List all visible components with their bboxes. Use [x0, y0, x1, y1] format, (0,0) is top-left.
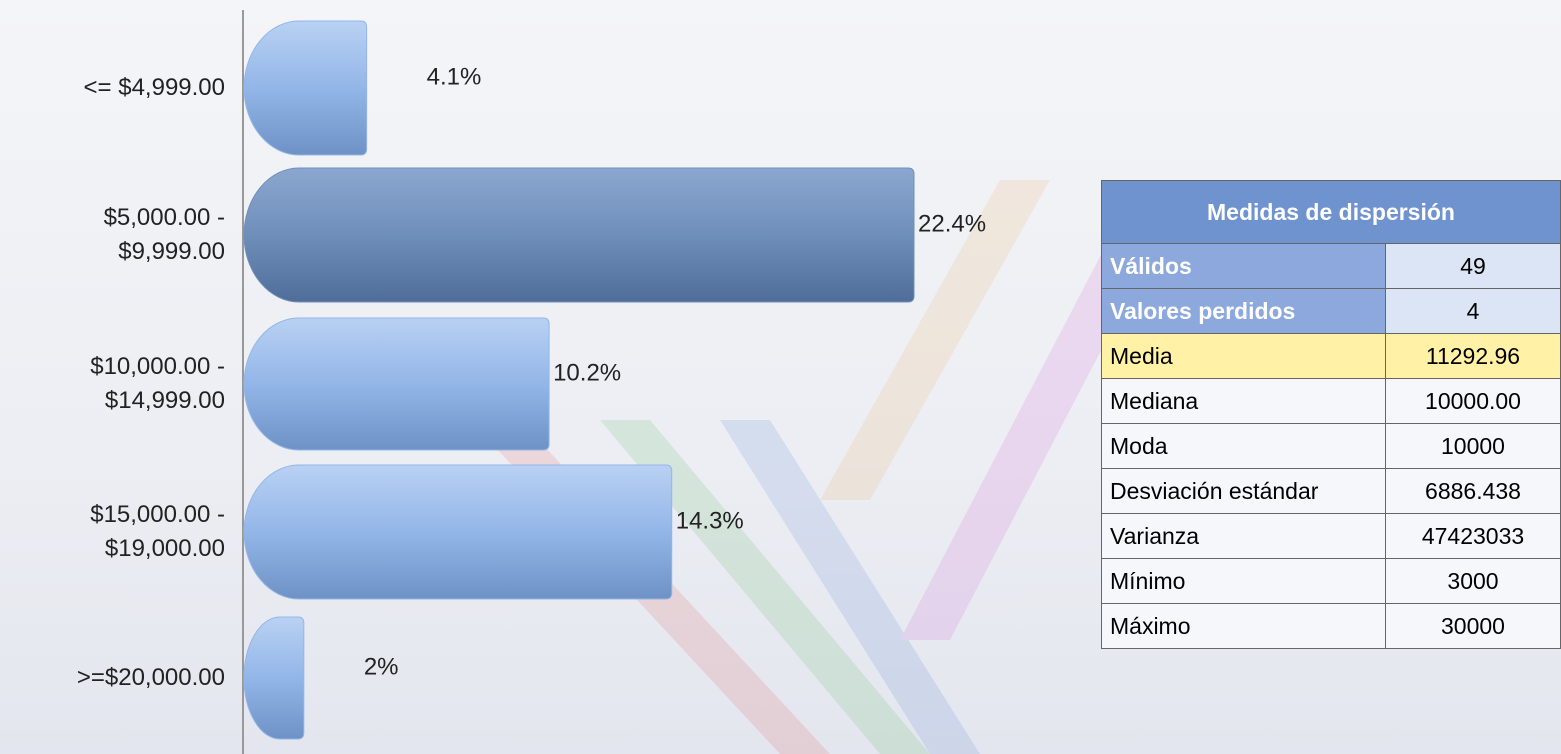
- stat-name: Valores perdidos: [1101, 288, 1386, 334]
- value-label: 2%: [364, 653, 399, 680]
- bar: [243, 167, 915, 303]
- stat-name: Mediana: [1101, 378, 1386, 424]
- table-row: Moda 10000: [1101, 423, 1561, 469]
- table-header: Medidas de dispersión: [1101, 180, 1561, 244]
- bar: [243, 317, 550, 451]
- stat-value: 3000: [1385, 558, 1561, 604]
- value-label: 10.2%: [553, 359, 621, 386]
- table-row: Desviación estándar 6886.438: [1101, 468, 1561, 514]
- table-row: Mediana 10000.00: [1101, 378, 1561, 424]
- stats-table: Medidas de dispersión Válidos 49 Valores p…: [1101, 180, 1561, 649]
- stat-value: 6886.438: [1385, 468, 1561, 514]
- table-row: Varianza 47423033: [1101, 513, 1561, 559]
- table-row: Mínimo 3000: [1101, 558, 1561, 604]
- stat-name: Moda: [1101, 423, 1386, 469]
- table-row: Máximo 30000: [1101, 603, 1561, 649]
- category-label: $15,000.00 - $19,000.00: [90, 501, 225, 562]
- stat-name: Media: [1101, 333, 1386, 379]
- bar: [243, 20, 368, 156]
- stat-value: 47423033: [1385, 513, 1561, 559]
- stat-name: Mínimo: [1101, 558, 1386, 604]
- stat-value: 4: [1385, 288, 1561, 334]
- stat-name: Desviación estándar: [1101, 468, 1386, 514]
- table-row: Valores perdidos 4: [1101, 288, 1561, 334]
- stat-value: 49: [1385, 243, 1561, 289]
- category-label: <= $4,999.00: [83, 74, 225, 101]
- bar: [243, 616, 305, 740]
- stat-name: Máximo: [1101, 603, 1386, 649]
- stat-value: 10000.00: [1385, 378, 1561, 424]
- category-label: $10,000.00 - $14,999.00: [90, 353, 225, 414]
- stat-name: Válidos: [1101, 243, 1386, 289]
- stat-name: Varianza: [1101, 513, 1386, 559]
- category-label: >=$20,000.00: [76, 664, 225, 691]
- stat-value: 30000: [1385, 603, 1561, 649]
- table-row: Media 11292.96: [1101, 333, 1561, 379]
- stat-value: 10000: [1385, 423, 1561, 469]
- value-label: 22.4%: [918, 210, 986, 237]
- stat-value: 11292.96: [1385, 333, 1561, 379]
- value-label: 14.3%: [676, 507, 744, 534]
- value-label: 4.1%: [427, 63, 482, 90]
- table-row: Válidos 49: [1101, 243, 1561, 289]
- category-label: $5,000.00 - $9,999.00: [103, 204, 225, 265]
- bar: [243, 464, 673, 600]
